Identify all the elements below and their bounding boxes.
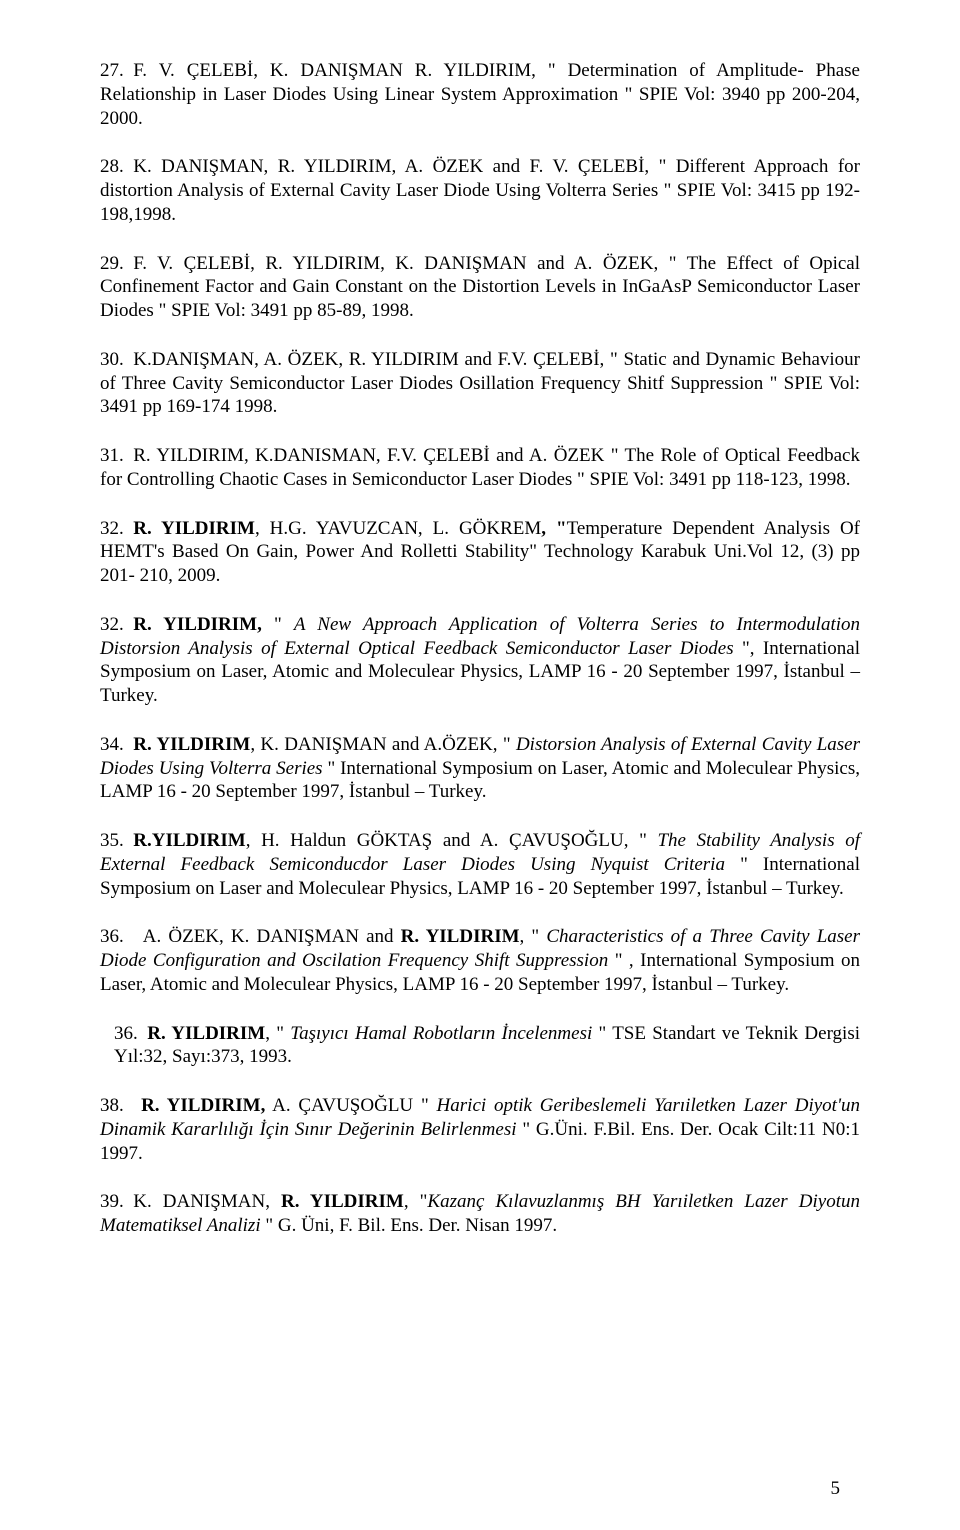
reference-item: 34. R. YILDIRIM, K. DANIŞMAN and A.ÖZEK,… (100, 733, 860, 804)
references-list: 27. F. V. ÇELEBİ, K. DANIŞMAN R. YILDIRI… (100, 59, 860, 1238)
reference-text: , H. Haldun GÖKTAŞ and A. ÇAVUŞOĞLU, " (246, 830, 658, 851)
reference-text: R. YILDIRIM (133, 518, 255, 539)
reference-item: 35. R.YILDIRIM, H. Haldun GÖKTAŞ and A. … (100, 829, 860, 900)
reference-number: 39. (100, 1191, 124, 1212)
reference-text (124, 518, 134, 539)
reference-text: K.DANIŞMAN, A. ÖZEK, R. YILDIRIM and F.V… (100, 349, 860, 418)
reference-text: F. V. ÇELEBİ, R. YILDIRIM, K. DANIŞMAN a… (100, 253, 860, 322)
reference-text: , " (404, 1191, 428, 1212)
reference-text: K. DANIŞMAN, (124, 1191, 281, 1212)
reference-number: 32. (100, 518, 124, 539)
reference-number: 31. (100, 445, 124, 466)
page: 27. F. V. ÇELEBİ, K. DANIŞMAN R. YILDIRI… (0, 0, 960, 1530)
reference-number: 38. (100, 1095, 124, 1116)
reference-text (124, 734, 134, 755)
reference-text: " G. Üni, F. Bil. Ens. Der. Nisan 1997. (261, 1215, 558, 1236)
reference-text: , K. DANIŞMAN and A.ÖZEK, " (250, 734, 516, 755)
reference-number: 34. (100, 734, 124, 755)
reference-text: , " (265, 1023, 290, 1044)
reference-text: R. YILDIRIM (133, 734, 250, 755)
reference-text (138, 1023, 148, 1044)
reference-number: 32. (100, 614, 124, 635)
reference-text: , H.G. YAVUZCAN, L. GÖKREM (255, 518, 541, 539)
reference-item: 36. R. YILDIRIM, " Taşıyıcı Hamal Robotl… (114, 1022, 860, 1070)
reference-text: F. V. ÇELEBİ, K. DANIŞMAN R. YILDIRIM, "… (100, 60, 860, 129)
reference-text: R. YILDIRIM, K.DANISMAN, F.V. ÇELEBİ and… (100, 445, 860, 490)
reference-item: 29. F. V. ÇELEBİ, R. YILDIRIM, K. DANIŞM… (100, 252, 860, 323)
reference-item: 28. K. DANIŞMAN, R. YILDIRIM, A. ÖZEK an… (100, 155, 860, 226)
reference-item: 30. K.DANIŞMAN, A. ÖZEK, R. YILDIRIM and… (100, 348, 860, 419)
reference-text: A. ÖZEK, K. DANIŞMAN and (124, 926, 401, 947)
reference-number: 29. (100, 253, 124, 274)
reference-text: Taşıyıcı Hamal Robotların İncelenmesi (290, 1023, 592, 1044)
reference-number: 28. (100, 156, 124, 177)
reference-item: 36. A. ÖZEK, K. DANIŞMAN and R. YILDIRIM… (100, 925, 860, 996)
reference-number: 30. (100, 349, 124, 370)
reference-item: 32. R. YILDIRIM, H.G. YAVUZCAN, L. GÖKRE… (100, 517, 860, 588)
reference-text (124, 1095, 134, 1116)
reference-text: K. DANIŞMAN, R. YILDIRIM, A. ÖZEK and F.… (100, 156, 860, 225)
reference-text: R. YILDIRIM (147, 1023, 265, 1044)
reference-item: 32. R. YILDIRIM, " A New Approach Applic… (100, 613, 860, 708)
reference-text: R. YILDIRIM, (133, 1095, 265, 1116)
reference-text (124, 614, 134, 635)
reference-item: 39. K. DANIŞMAN, R. YILDIRIM, "Kazanç Kı… (100, 1190, 860, 1238)
reference-text: R. YILDIRIM (401, 926, 520, 947)
reference-item: 38. R. YILDIRIM, A. ÇAVUŞOĞLU " Harici o… (100, 1094, 860, 1165)
reference-text: R. YILDIRIM, (133, 614, 262, 635)
reference-number: 36. (114, 1023, 138, 1044)
reference-text: R.YILDIRIM (133, 830, 245, 851)
reference-item: 31. R. YILDIRIM, K.DANISMAN, F.V. ÇELEBİ… (100, 444, 860, 492)
reference-text: , " (541, 518, 566, 539)
page-number: 5 (831, 1478, 841, 1500)
reference-text: A. ÇAVUŞOĞLU " (265, 1095, 436, 1116)
reference-item: 27. F. V. ÇELEBİ, K. DANIŞMAN R. YILDIRI… (100, 59, 860, 130)
reference-number: 35. (100, 830, 124, 851)
reference-text: R. YILDIRIM (281, 1191, 404, 1212)
reference-text (124, 830, 134, 851)
reference-number: 27. (100, 60, 124, 81)
reference-text: , " (520, 926, 547, 947)
reference-number: 36. (100, 926, 124, 947)
reference-text: " (262, 614, 294, 635)
